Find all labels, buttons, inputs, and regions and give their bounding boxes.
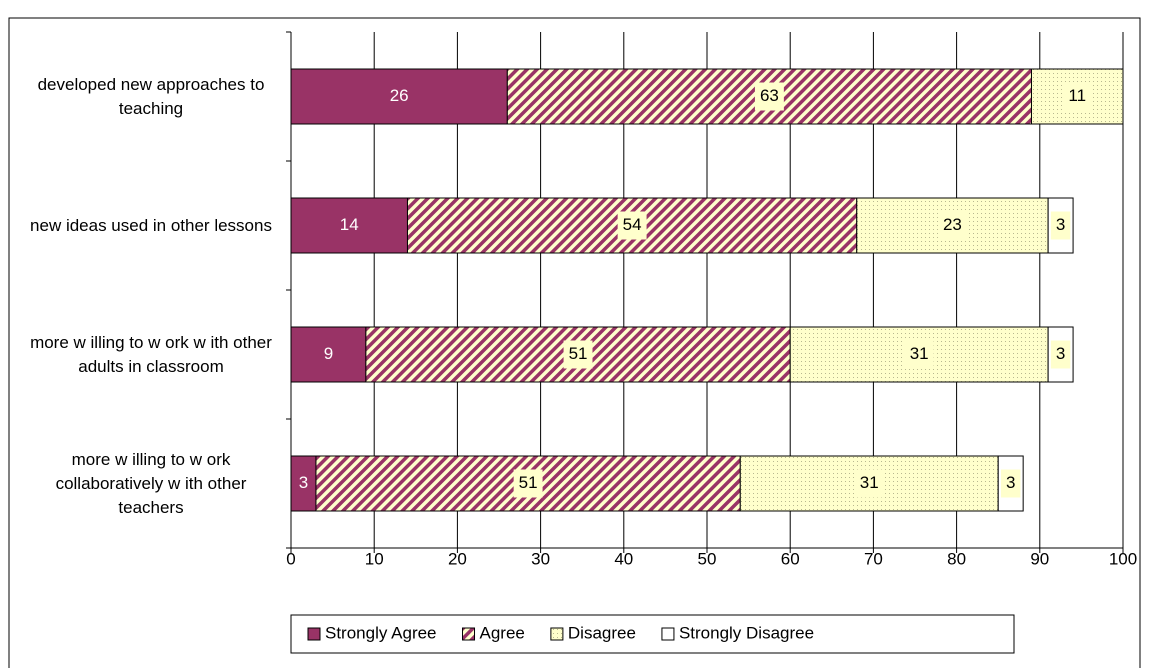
legend-swatch (661, 627, 675, 641)
data-label: 23 (943, 215, 962, 234)
chart-frame (8, 17, 1141, 668)
data-label-bg (937, 211, 967, 240)
data-label-bg (1050, 211, 1071, 240)
bar-segment (290, 455, 317, 512)
data-label-group: 63 (754, 82, 784, 111)
data-label-bg (854, 469, 884, 498)
data-label-group: 31 (904, 340, 934, 369)
data-label: 51 (519, 473, 538, 492)
x-tick-label: 100 (1109, 549, 1137, 568)
data-label-bg (1050, 340, 1071, 369)
data-label: 26 (390, 86, 409, 105)
legend-box (290, 614, 1015, 654)
x-tick-label: 70 (864, 549, 883, 568)
legend-swatch (550, 627, 564, 641)
x-tick-label: 30 (531, 549, 550, 568)
y-tick-label: more w illing to w ork collaboratively w… (55, 449, 247, 517)
data-label-group: 3 (299, 473, 308, 492)
y-tick-label: developed new approaches to teaching (37, 74, 265, 118)
data-label-group: 3 (1000, 469, 1021, 498)
x-tick-label: 60 (781, 549, 800, 568)
data-label: 51 (569, 344, 588, 363)
data-label-group: 31 (854, 469, 884, 498)
data-label: 14 (340, 215, 359, 234)
data-label: 11 (1068, 86, 1086, 105)
data-label-group: 54 (617, 211, 647, 240)
bar-segment (290, 326, 367, 383)
data-label: 3 (1056, 344, 1065, 363)
x-tick-label: 40 (614, 549, 633, 568)
y-tick-label: more w illing to w ork w ith other adult… (30, 332, 272, 376)
data-label-group: 3 (1050, 211, 1071, 240)
legend-swatch (307, 627, 321, 641)
x-tick-label: 10 (365, 549, 384, 568)
bar-segment (290, 197, 408, 254)
data-label: 54 (623, 215, 642, 234)
legend-label: Strongly Disagree (679, 623, 814, 642)
data-label: 31 (910, 344, 929, 363)
legend-label: Strongly Agree (325, 623, 437, 642)
data-label-group: 9 (324, 344, 333, 363)
data-label-group: 3 (1050, 340, 1071, 369)
data-label: 31 (860, 473, 879, 492)
data-label-bg (754, 82, 784, 111)
data-label-bg (563, 340, 593, 369)
data-label-group: 14 (340, 215, 359, 234)
legend-label: Agree (480, 623, 525, 642)
legend-label: Disagree (568, 623, 636, 642)
data-label-bg (617, 211, 647, 240)
data-label: 3 (299, 473, 308, 492)
data-label-group: 26 (390, 86, 409, 105)
x-tick-label: 80 (947, 549, 966, 568)
data-label-group: 51 (513, 469, 543, 498)
x-tick-label: 50 (698, 549, 717, 568)
data-label-group: 23 (937, 211, 967, 240)
data-label: 63 (760, 86, 779, 105)
data-label: 9 (324, 344, 333, 363)
bar-segment (789, 326, 1049, 383)
data-label-bg (904, 340, 934, 369)
data-label-bg (513, 469, 543, 498)
data-label-group: 11 (1063, 82, 1092, 111)
data-label-bg (1000, 469, 1021, 498)
x-tick-label: 20 (448, 549, 467, 568)
bar-segment (290, 68, 508, 125)
data-label-bg (1063, 82, 1092, 111)
y-tick-label: new ideas used in other lessons (30, 215, 272, 235)
x-tick-label: 90 (1030, 549, 1049, 568)
legend-swatch (462, 627, 476, 641)
data-label: 3 (1006, 473, 1015, 492)
x-tick-label: 0 (286, 549, 295, 568)
data-label-group: 51 (563, 340, 593, 369)
data-label: 3 (1056, 215, 1065, 234)
